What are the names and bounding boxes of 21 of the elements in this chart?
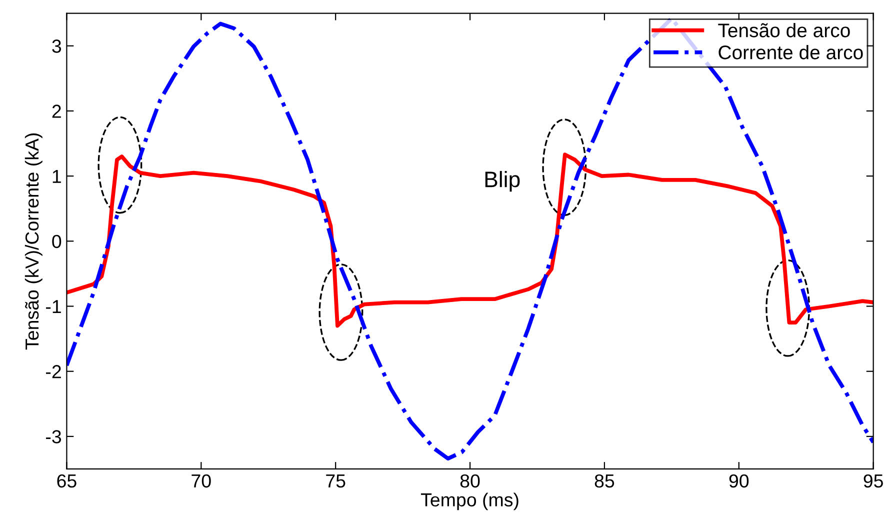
x-tick-label: 70	[192, 474, 211, 488]
y-tick-label: 2	[52, 104, 61, 118]
y-tick-label: 3	[52, 40, 62, 53]
x-tick-label: 65	[57, 474, 76, 488]
y-tick-label: -2	[46, 365, 61, 378]
legend-label: Corrente de arco	[718, 45, 863, 60]
line-series	[66, 152, 874, 328]
x-tick-label: 80	[460, 474, 480, 488]
annotation: Blip	[485, 170, 520, 192]
x-axis-title: Tempo (ms)	[420, 492, 518, 510]
x-tick-label: 75	[326, 474, 346, 488]
legend-label: Tensão de arco	[718, 23, 850, 38]
line-series	[66, 16, 874, 461]
x-tick-label: 85	[594, 474, 614, 488]
x-tick-label: 90	[729, 474, 749, 488]
y-axis-title: Tensão (kV)/Corrente (kA)	[24, 133, 42, 350]
y-tick-label: 0	[52, 234, 62, 248]
y-tick-label: -3	[46, 430, 62, 444]
y-tick-label: -1	[46, 300, 61, 314]
y-tick-label: 1	[52, 170, 61, 183]
x-tick-label: 95	[864, 474, 883, 488]
